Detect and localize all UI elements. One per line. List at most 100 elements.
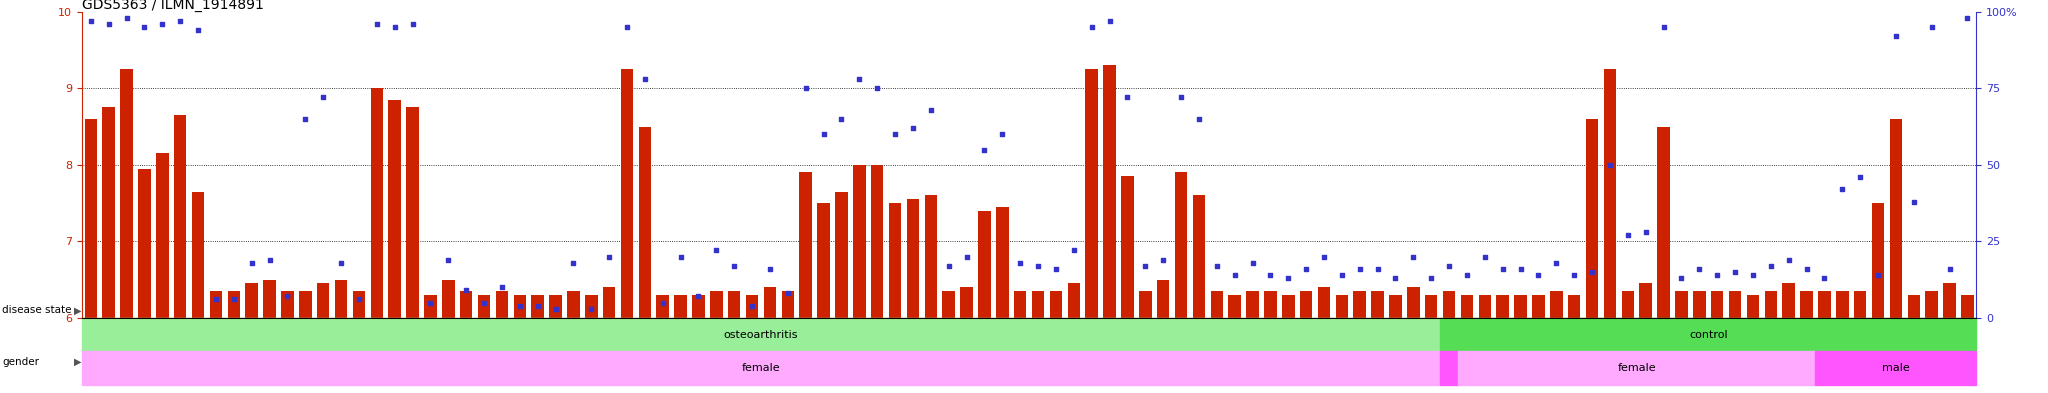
Bar xyxy=(870,165,883,318)
Point xyxy=(1343,266,1376,272)
Bar xyxy=(193,191,205,318)
Bar xyxy=(424,295,436,318)
Point xyxy=(1325,272,1358,278)
Point xyxy=(1362,266,1395,272)
Text: gender: gender xyxy=(2,356,39,367)
Point xyxy=(1415,275,1448,281)
Bar xyxy=(1407,287,1419,318)
Bar xyxy=(371,88,383,318)
Point xyxy=(1110,94,1143,101)
Bar xyxy=(1247,291,1260,318)
Point xyxy=(557,260,590,266)
Point xyxy=(1808,275,1841,281)
Point xyxy=(485,284,518,290)
Point xyxy=(754,266,786,272)
Bar xyxy=(1944,283,1956,318)
Point xyxy=(379,24,412,30)
Point xyxy=(1022,263,1055,269)
Bar xyxy=(1192,195,1204,318)
Text: male: male xyxy=(1882,363,1911,373)
Point xyxy=(1040,266,1073,272)
Point xyxy=(1468,253,1501,260)
Bar xyxy=(1440,351,1458,385)
Bar xyxy=(1104,65,1116,318)
Point xyxy=(1790,266,1823,272)
Bar xyxy=(1157,279,1169,318)
Text: ▶: ▶ xyxy=(74,356,82,367)
Bar xyxy=(1585,119,1597,318)
Text: GDS5363 / ILMN_1914891: GDS5363 / ILMN_1914891 xyxy=(82,0,264,12)
Bar xyxy=(227,291,240,318)
Point xyxy=(1880,33,1913,39)
Bar xyxy=(995,207,1008,318)
Point xyxy=(539,305,571,312)
Point xyxy=(719,263,752,269)
Point xyxy=(1683,266,1716,272)
Text: female: female xyxy=(741,363,780,373)
Point xyxy=(647,299,680,306)
Bar xyxy=(1800,291,1812,318)
Bar xyxy=(745,295,758,318)
Bar xyxy=(602,287,614,318)
Point xyxy=(145,21,178,27)
Point xyxy=(164,18,197,24)
Point xyxy=(289,116,322,122)
Point xyxy=(879,131,911,137)
Point xyxy=(326,260,358,266)
Text: female: female xyxy=(1618,363,1657,373)
Bar xyxy=(1300,291,1313,318)
Bar xyxy=(727,291,741,318)
Bar xyxy=(1640,283,1653,318)
Bar xyxy=(1569,295,1581,318)
Point xyxy=(1165,94,1198,101)
Bar xyxy=(514,295,526,318)
Bar xyxy=(334,279,348,318)
Bar xyxy=(1550,291,1563,318)
Point xyxy=(932,263,965,269)
Point xyxy=(432,257,465,263)
Point xyxy=(92,21,125,27)
Bar xyxy=(84,119,96,318)
Point xyxy=(1200,263,1233,269)
Point xyxy=(451,287,483,294)
Point xyxy=(504,303,537,309)
Bar xyxy=(836,191,848,318)
Point xyxy=(807,131,840,137)
Point xyxy=(1147,257,1180,263)
Point xyxy=(1094,18,1126,24)
Bar xyxy=(1282,295,1294,318)
Point xyxy=(414,299,446,306)
Bar xyxy=(1765,291,1778,318)
Bar xyxy=(1962,295,1974,318)
Bar xyxy=(389,100,401,318)
Bar xyxy=(924,195,938,318)
Bar xyxy=(1890,119,1903,318)
Point xyxy=(950,253,983,260)
Bar xyxy=(817,203,829,318)
Point xyxy=(1487,266,1520,272)
Bar xyxy=(82,351,1440,385)
Bar xyxy=(639,127,651,318)
Point xyxy=(395,21,428,27)
Point xyxy=(1575,269,1608,275)
Bar xyxy=(82,318,1440,351)
Point xyxy=(1772,257,1804,263)
Point xyxy=(664,253,696,260)
Point xyxy=(1182,116,1214,122)
Bar xyxy=(1210,291,1223,318)
Point xyxy=(1004,260,1036,266)
Bar xyxy=(477,295,489,318)
Bar xyxy=(854,165,866,318)
Point xyxy=(682,293,715,299)
Point xyxy=(1630,229,1663,235)
Bar xyxy=(209,291,223,318)
Point xyxy=(1755,263,1788,269)
Bar xyxy=(1176,173,1188,318)
Bar xyxy=(1532,295,1544,318)
Bar xyxy=(174,115,186,318)
Point xyxy=(217,296,250,303)
Bar xyxy=(1425,295,1438,318)
Point xyxy=(592,253,625,260)
Bar xyxy=(1853,291,1866,318)
Point xyxy=(788,85,821,92)
